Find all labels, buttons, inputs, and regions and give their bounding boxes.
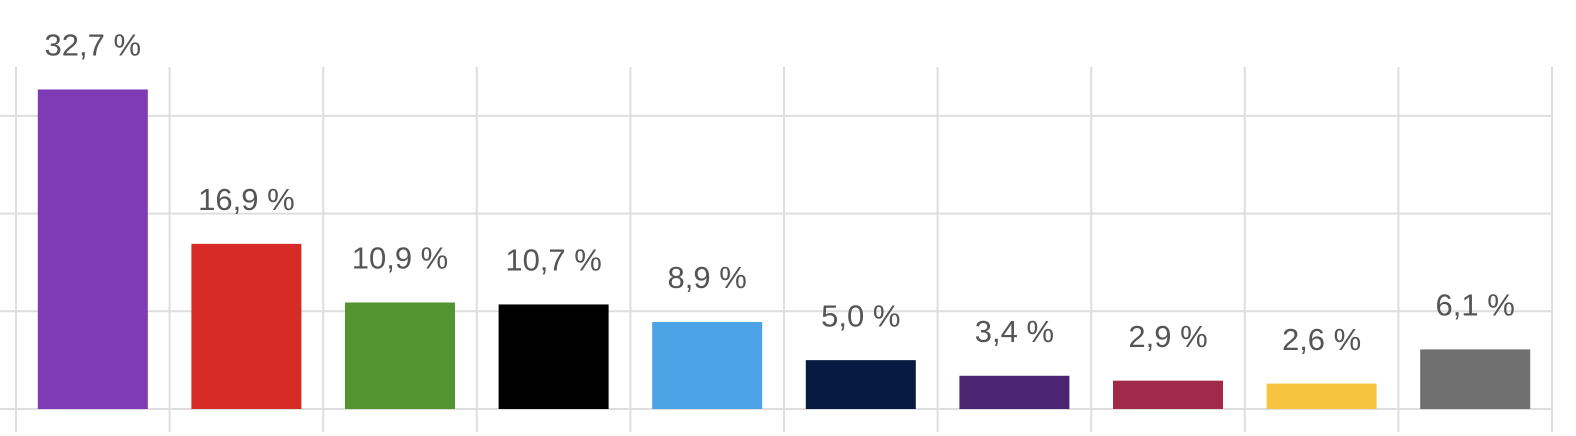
bar xyxy=(345,302,455,409)
bar xyxy=(1266,383,1377,409)
value-label: 2,6 % xyxy=(1282,322,1361,357)
value-label: 2,9 % xyxy=(1128,319,1207,354)
bar xyxy=(652,322,763,409)
value-label: 10,9 % xyxy=(352,241,449,276)
bar xyxy=(1420,349,1531,409)
value-label: 32,7 % xyxy=(45,28,142,63)
bar xyxy=(37,89,148,409)
value-label: 6,1 % xyxy=(1436,288,1515,323)
bar xyxy=(1113,380,1223,409)
bar xyxy=(805,360,916,409)
bar xyxy=(498,304,609,409)
value-label: 16,9 % xyxy=(198,182,295,217)
value-label: 3,4 % xyxy=(975,314,1054,349)
value-label: 5,0 % xyxy=(821,298,900,333)
bar xyxy=(959,375,1070,409)
value-label: 10,7 % xyxy=(505,243,602,278)
bar xyxy=(191,243,302,409)
value-label: 8,9 % xyxy=(668,260,747,295)
